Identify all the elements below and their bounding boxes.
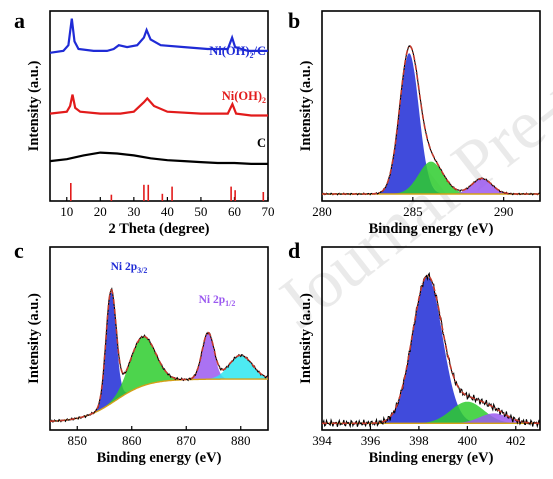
series-label-0-sub: 2 [250,51,254,60]
x-tick-label: 394 [312,433,332,448]
x-axis-label: Binding energy (eV) [97,450,222,466]
plot-frame [49,10,269,202]
component-peak-2 [322,413,540,424]
series-label-1: Ni(OH)2 [222,89,266,105]
component-peak-1 [322,161,540,194]
peak-name-0: Ni 2p3/2 [111,261,148,275]
x-tick-label: 10 [60,204,73,219]
x-tick-label: 30 [127,204,140,219]
y-axis-label: Intensity (a.u.) [26,293,42,384]
x-tick-label: 20 [94,204,107,219]
series-line-1 [49,94,268,117]
x-tick-label: 396 [361,433,381,448]
plot-frame [321,246,541,431]
peak-name-2-sub: 1/2 [225,299,235,308]
x-axis-label: 2 Theta (degree) [109,221,210,237]
peak-name-2-main: Ni 2p [199,294,226,306]
component-peak-0 [50,292,268,422]
series-label-0: Ni(OH)2/C [209,44,266,60]
panel-letter-a: a [14,8,25,33]
y-axis-label: Intensity (a.u.) [298,293,314,384]
series-line-2 [49,151,268,165]
series-line-0 [49,18,268,54]
fit-envelope-line [49,289,269,423]
component-peak-3 [50,355,268,422]
series-label-1-sub: 2 [262,96,266,105]
fit-envelope-line [322,45,540,195]
series-label-0-suffix: /C [253,44,267,58]
plot-frame [49,246,269,431]
panel-d-n1s: 394 396 398 400 402 Binding energy (eV) Intens… [298,246,541,466]
x-tick-label: 290 [494,204,514,219]
x-axis-label: Binding energy (eV) [369,450,494,466]
panel-letter-d: d [288,238,300,263]
y-axis-label: Intensity (a.u.) [298,61,314,152]
x-tick-label: 60 [228,204,241,219]
x-tick-label: 400 [458,433,478,448]
x-tick-label: 860 [122,433,142,448]
x-axis-label: Binding energy (eV) [369,221,494,237]
series-label-1-main: Ni(OH) [222,89,262,103]
x-tick-label: 850 [68,433,88,448]
component-peak-2 [322,178,540,194]
series-label-2-main: C [257,136,266,150]
x-tick-label: 40 [161,204,174,219]
x-tick-label: 70 [262,204,275,219]
x-tick-label: 50 [194,204,207,219]
x-tick-label: 870 [177,433,197,448]
peak-name-2: Ni 2p1/2 [199,294,236,308]
x-tick-label: 398 [409,433,429,448]
plot-frame [321,10,541,202]
panel-letter-b: b [288,8,300,33]
peak-name-0-main: Ni 2p [111,261,138,273]
x-tick-label: 285 [403,204,423,219]
background-line [49,378,268,422]
component-peak-0 [322,276,540,424]
component-peak-2 [50,333,268,422]
x-tick-label: 880 [231,433,251,448]
y-axis-label: Intensity (a.u.) [26,61,42,152]
raw-data-line [49,287,269,423]
x-tick-label: 402 [506,433,526,448]
panel-c-ni2p: 850 860 870 880 Binding energy (eV) Intensity… [26,246,269,466]
component-peak-1 [50,336,268,422]
peak-name-0-sub: 3/2 [137,266,147,275]
panel-letter-c: c [14,238,24,263]
panel-a-xrd: 10 20 30 40 50 60 70 2 Theta (degree) Intensity … [26,10,275,237]
series-label-2: C [257,136,266,150]
series-label-0-main: Ni(OH) [209,44,249,58]
fit-envelope-line [322,274,540,425]
x-tick-label: 280 [312,204,332,219]
